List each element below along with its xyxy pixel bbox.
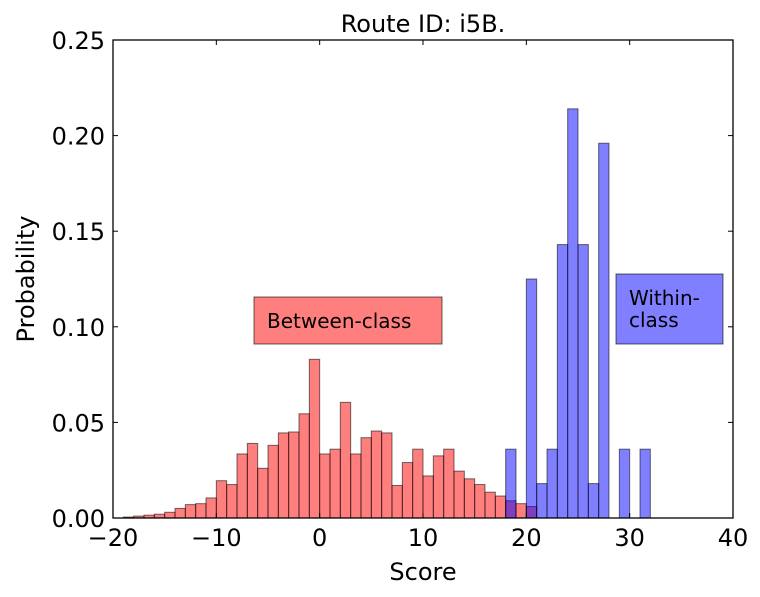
x-tick-label-1: −10 (191, 524, 242, 552)
bar-series-1-1 (525, 278, 538, 519)
bar-series-1-0 (505, 448, 517, 519)
bar-series-1-7 (587, 483, 600, 519)
bar-series-0-8 (205, 497, 217, 519)
bar-series-0-32 (453, 470, 465, 519)
bar-series-0-38 (515, 503, 527, 519)
y-tick-label-3: 0.15 (52, 218, 105, 246)
bar-series-0-13 (257, 467, 269, 519)
x-tick-label-5: 30 (614, 524, 645, 552)
bar-series-1-6 (577, 244, 589, 519)
bar-series-1-8 (598, 142, 610, 519)
x-tick-label-4: 20 (511, 524, 542, 552)
bar-series-0-17 (298, 413, 310, 519)
x-axis-title: Score (389, 558, 456, 586)
bars-layer (122, 108, 651, 519)
x-tick-label-3: 10 (408, 524, 439, 552)
annotation-box-0 (253, 296, 443, 345)
bar-series-0-33 (463, 478, 476, 519)
x-tick-label-0: −20 (88, 524, 139, 552)
bar-series-0-34 (474, 484, 486, 519)
y-tick-label-1: 0.05 (52, 409, 105, 437)
bar-series-0-14 (267, 444, 279, 519)
bar-series-1-10 (639, 448, 651, 519)
bar-series-0-18 (308, 358, 321, 519)
bar-series-0-22 (350, 453, 362, 519)
bar-series-0-15 (277, 432, 290, 519)
x-tick-label-2: 0 (312, 524, 327, 552)
bar-series-0-28 (412, 448, 424, 519)
bar-series-1-5 (567, 108, 579, 519)
bar-series-0-36 (494, 495, 507, 519)
bar-series-0-25 (381, 432, 393, 519)
bar-series-0-7 (195, 503, 207, 519)
y-tick-label-0: 0.00 (52, 505, 105, 533)
bar-series-0-19 (319, 453, 331, 519)
bar-series-0-30 (432, 455, 445, 519)
y-axis-title: Probability (12, 216, 40, 343)
bar-series-0-10 (226, 484, 238, 519)
x-tick-label-6: 40 (718, 524, 749, 552)
bar-series-0-12 (246, 442, 259, 519)
bar-series-0-24 (370, 430, 383, 519)
bar-series-1-9 (618, 448, 631, 519)
annotation-label-1: Within-class (629, 286, 700, 332)
bar-series-1-4 (556, 244, 569, 519)
bar-series-0-21 (339, 401, 352, 519)
y-tick-label-2: 0.10 (52, 314, 105, 342)
bar-series-0-26 (391, 484, 403, 519)
y-tick-label-5: 0.25 (52, 27, 105, 55)
bar-series-0-35 (484, 491, 496, 519)
bar-series-1-3 (546, 448, 558, 519)
bar-series-1-2 (536, 483, 548, 519)
ticks-layer: −20 −10 0 10 20 30 40 0.00 0.05 0.10 0.15 0.20 0.25 (52, 27, 749, 552)
annotation-label-0: Between-class (267, 309, 411, 333)
annotation-box-1 (615, 273, 724, 345)
chart-title: Route ID: i5B. (341, 10, 506, 38)
bar-series-0-20 (329, 448, 341, 519)
bar-series-0-31 (443, 448, 455, 519)
annotations-layer: Between-class Within-class (253, 273, 724, 345)
bar-series-0-23 (360, 437, 372, 519)
bar-series-0-9 (215, 480, 228, 519)
y-tick-label-4: 0.20 (52, 123, 105, 151)
bar-series-0-4 (164, 511, 176, 519)
bar-series-0-5 (174, 507, 186, 519)
bar-series-0-27 (401, 462, 414, 519)
bar-series-0-6 (184, 504, 197, 519)
bar-series-0-16 (288, 431, 300, 519)
bar-series-0-29 (422, 475, 434, 519)
bar-series-0-11 (236, 453, 248, 519)
